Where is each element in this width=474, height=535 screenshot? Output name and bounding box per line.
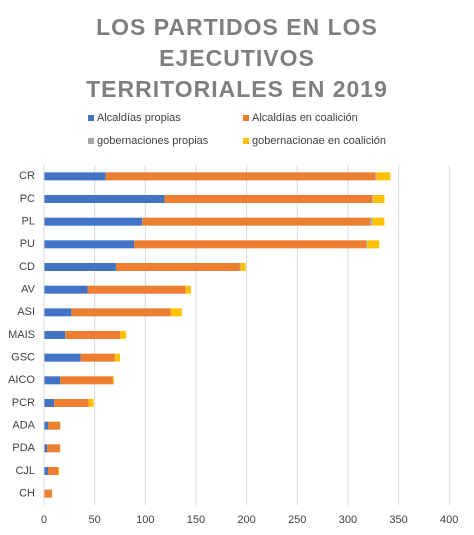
- bar-segment: [60, 376, 113, 385]
- bar-segment: [367, 240, 380, 249]
- y-tick-label: CD: [19, 261, 35, 273]
- bar-segment: [44, 421, 49, 430]
- y-tick-label: PU: [20, 238, 35, 250]
- x-tick-label: 0: [41, 514, 47, 526]
- bar-segment: [44, 467, 49, 475]
- bar-segment: [239, 263, 241, 271]
- chart-title: LOS PARTIDOS EN LOS EJECUTIVOS TERRITORI…: [86, 14, 388, 102]
- bar-segment: [48, 467, 59, 475]
- bar-segment: [114, 353, 120, 362]
- bar-segment: [44, 217, 143, 226]
- bar-segment: [170, 308, 182, 317]
- y-tick-label: ASI: [17, 306, 35, 318]
- bar-segment: [375, 172, 377, 181]
- bar-segment: [44, 172, 106, 181]
- y-tick-label: AICO: [8, 374, 35, 386]
- bar-segment: [80, 353, 115, 362]
- x-tick-label: 250: [288, 514, 306, 526]
- x-tick-label: 350: [389, 514, 407, 526]
- bar-segment: [119, 331, 127, 339]
- bar-segment: [58, 467, 60, 475]
- bar-segment: [164, 195, 373, 203]
- legend-swatch: [88, 115, 94, 121]
- bar-segment: [142, 217, 371, 226]
- x-tick-label: 300: [339, 514, 357, 526]
- legend-label: gobernacionae en coalición: [252, 135, 386, 147]
- bar-segment: [65, 331, 120, 339]
- bar-segment: [105, 172, 376, 181]
- x-tick-label: 200: [237, 514, 255, 526]
- x-tick-label: 50: [89, 514, 101, 526]
- bar-segment: [87, 285, 186, 294]
- bar-segment: [44, 489, 53, 498]
- bar-segment: [373, 195, 385, 203]
- y-tick-label: PCR: [12, 397, 35, 409]
- legend-label: gobernaciones propias: [97, 135, 209, 147]
- y-tick-label: CR: [19, 170, 35, 182]
- legend-swatch: [243, 115, 249, 121]
- x-tick-label: 400: [440, 514, 458, 526]
- legend-label: Alcaldías en coalición: [252, 112, 358, 124]
- y-tick-label: PC: [20, 193, 35, 205]
- y-tick-label: AV: [21, 284, 36, 296]
- bar-segment: [54, 399, 89, 407]
- y-tick-label: PL: [22, 216, 35, 228]
- legend-swatch: [88, 138, 94, 144]
- bar-segment: [48, 421, 61, 430]
- bar-segment: [44, 399, 55, 407]
- y-tick-label: CH: [19, 488, 35, 500]
- bar-segment: [88, 399, 94, 407]
- bar-segment: [44, 195, 165, 203]
- bar-segment: [71, 308, 171, 317]
- bar-segment: [370, 217, 373, 226]
- x-tick-label: 150: [187, 514, 205, 526]
- x-tick-label: 100: [136, 514, 154, 526]
- bar-segment: [366, 240, 368, 249]
- bar-segment: [44, 444, 48, 453]
- y-tick-label: PDA: [12, 442, 35, 454]
- legend-label: Alcaldías propias: [97, 112, 181, 124]
- bar-segment: [47, 444, 61, 453]
- bar-segment: [44, 285, 88, 294]
- bar-segment: [240, 263, 246, 271]
- bar-segment: [372, 195, 374, 203]
- bar-segment: [44, 353, 81, 362]
- bar-segment: [44, 240, 135, 249]
- bar-segment: [44, 331, 66, 339]
- bar-segment: [115, 263, 240, 271]
- y-tick-label: ADA: [12, 420, 35, 432]
- bar-segment: [376, 172, 391, 181]
- legend-swatch: [243, 138, 249, 144]
- bar-segment: [134, 240, 367, 249]
- y-tick-label: CJL: [15, 465, 35, 477]
- bar-segment: [372, 217, 385, 226]
- bar-segment: [44, 263, 116, 271]
- bar-segment: [44, 308, 72, 317]
- y-tick-label: MAIS: [8, 329, 35, 341]
- bar-segment: [44, 376, 61, 385]
- y-tick-label: GSC: [11, 352, 35, 364]
- bar-segment: [112, 376, 114, 385]
- bar-segment: [185, 285, 191, 294]
